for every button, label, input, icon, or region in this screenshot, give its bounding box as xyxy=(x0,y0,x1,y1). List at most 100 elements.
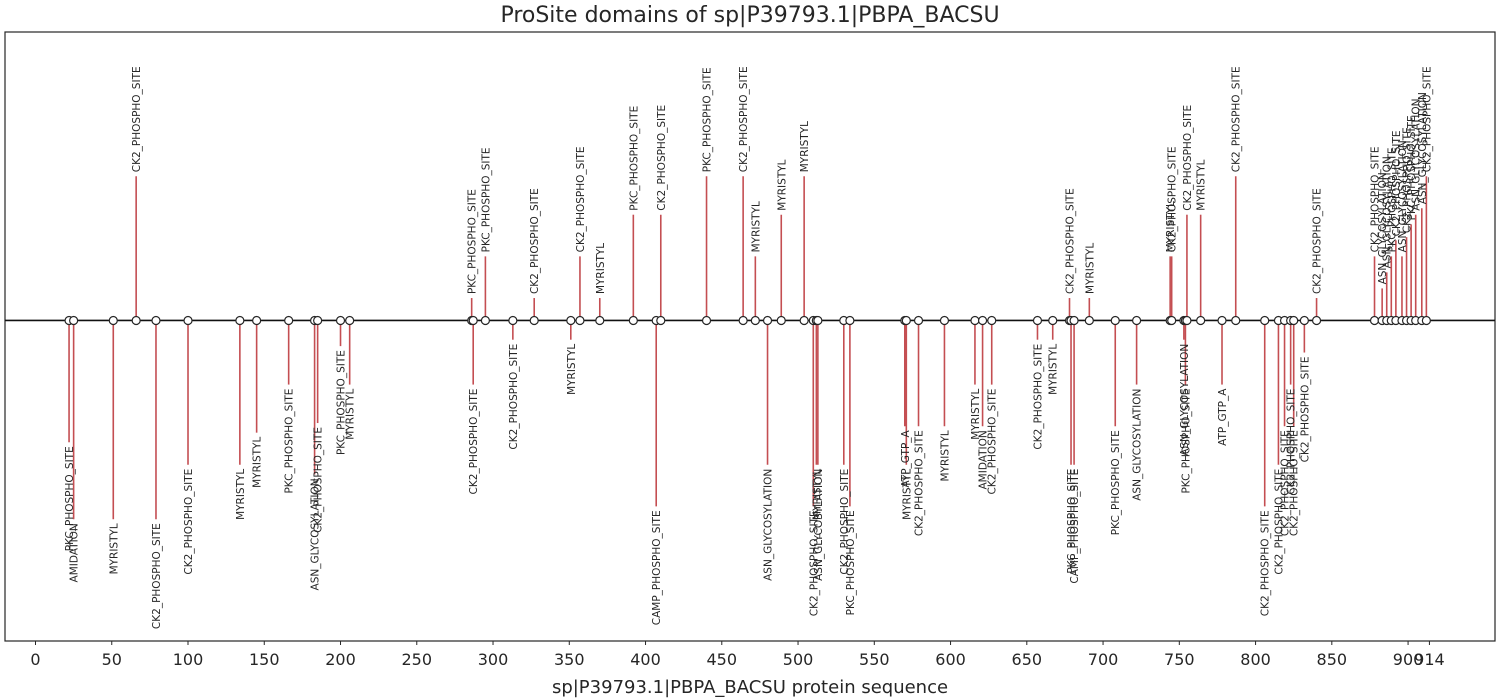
x-tick-label-19: 914 xyxy=(1414,650,1445,669)
feature-label-4: CK2_PHOSPHO_SITE xyxy=(151,523,163,629)
feature-marker-26 xyxy=(750,315,760,326)
feature-label-30: CK2_PHOSPHO_SITE xyxy=(808,510,820,616)
feature-label-62: CK2_PHOSPHO_SITE xyxy=(1289,430,1301,536)
x-tick-label-11: 550 xyxy=(859,650,890,669)
feature-label-44: CK2_PHOSPHO_SITE xyxy=(1065,188,1077,294)
feature-label-34: PKC_PHOSPHO_SITE xyxy=(845,510,857,615)
feature-marker-48 xyxy=(1110,315,1120,326)
feature-marker-46 xyxy=(1069,315,1079,326)
feature-label-49: ASN_GLYCOSYLATION xyxy=(1132,389,1144,501)
feature-label-0: PKC_PHOSPHO_SITE xyxy=(64,446,76,551)
feature-marker-8 xyxy=(284,315,294,326)
feature-label-57: CK2_PHOSPHO_SITE xyxy=(1231,66,1243,172)
feature-label-18: MYRISTYL xyxy=(566,344,578,395)
feature-marker-51 xyxy=(1167,315,1177,326)
feature-label-52: ASN_GLYCOSYLATION xyxy=(1179,344,1191,456)
feature-marker-40 xyxy=(977,315,988,326)
x-tick-label-6: 300 xyxy=(478,650,509,669)
feature-marker-41 xyxy=(987,315,997,326)
feature-label-69: CK2_PHOSPHO_SITE xyxy=(1391,130,1403,236)
x-tick-label-5: 250 xyxy=(401,650,432,669)
feature-label-47: MYRISTYL xyxy=(1084,243,1096,294)
feature-marker-7 xyxy=(252,315,262,326)
feature-label-32: ASN_GLYCOSYLATION xyxy=(813,469,825,581)
x-tick-label-10: 500 xyxy=(783,650,814,669)
feature-label-2: MYRISTYL xyxy=(108,523,120,574)
feature-marker-21 xyxy=(628,315,638,326)
x-tick-label-2: 100 xyxy=(173,650,204,669)
feature-marker-16 xyxy=(508,315,518,326)
x-tick-label-18: 900 xyxy=(1393,650,1424,669)
feature-label-11: PKC_PHOSPHO_SITE xyxy=(336,350,348,455)
feature-label-66: ASN_GLYCOSYLATION xyxy=(1377,172,1389,284)
feature-label-36: MYRISTYL xyxy=(901,469,913,520)
feature-label-46: CAMP_PHOSPHO_SITE xyxy=(1069,469,1081,584)
feature-marker-10 xyxy=(313,315,323,326)
feature-marker-20 xyxy=(595,315,605,326)
feature-label-8: PKC_PHOSPHO_SITE xyxy=(284,389,296,494)
x-tick-label-4: 200 xyxy=(325,650,356,669)
feature-label-17: CK2_PHOSPHO_SITE xyxy=(529,188,541,294)
feature-marker-11 xyxy=(335,315,346,326)
feature-label-40: AMIDATION xyxy=(978,430,990,489)
feature-label-12: MYRISTYL xyxy=(345,388,357,439)
feature-label-71: CK2_PHOSPHO_SITE xyxy=(1402,127,1414,233)
feature-label-20: MYRISTYL xyxy=(595,243,607,294)
feature-marker-55 xyxy=(1196,315,1206,326)
feature-marker-19 xyxy=(575,315,585,326)
feature-label-38: MYRISTYL xyxy=(939,430,951,481)
feature-label-39: MYRISTYL xyxy=(970,388,982,439)
feature-marker-3 xyxy=(131,315,141,326)
feature-label-56: ATP_GTP_A xyxy=(1217,388,1229,446)
feature-marker-29 xyxy=(799,315,809,326)
x-axis-label: sp|P39793.1|PBPA_BACSU protein sequence xyxy=(552,677,948,698)
feature-marker-2 xyxy=(108,315,118,326)
feature-label-25: CK2_PHOSPHO_SITE xyxy=(738,66,750,172)
feature-marker-62 xyxy=(1289,315,1299,326)
feature-label-70: ASN_GLYCOSYLATION xyxy=(1397,140,1409,252)
feature-marker-65 xyxy=(1369,315,1380,326)
feature-label-60: CK2_PHOSPHO_SITE xyxy=(1280,430,1292,536)
markers-layer xyxy=(64,315,1431,326)
feature-marker-17 xyxy=(529,315,539,326)
feature-marker-56 xyxy=(1217,315,1227,326)
x-tick-label-8: 400 xyxy=(630,650,661,669)
x-tick-label-1: 50 xyxy=(102,650,122,669)
feature-label-24: PKC_PHOSPHO_SITE xyxy=(702,67,714,172)
feature-label-31: MYRISTYL xyxy=(811,469,823,520)
feature-marker-5 xyxy=(183,315,193,326)
x-tick-label-12: 600 xyxy=(935,650,966,669)
feature-marker-14 xyxy=(468,315,478,326)
feature-marker-6 xyxy=(235,315,245,326)
feature-label-54: CK2_PHOSPHO_SITE xyxy=(1182,105,1194,211)
feature-label-74: ASN_GLYCOSYLATION xyxy=(1417,92,1429,204)
feature-label-41: CK2_PHOSPHO_SITE xyxy=(987,389,999,495)
feature-label-29: MYRISTYL xyxy=(799,121,811,172)
feature-marker-18 xyxy=(566,315,576,326)
feature-label-21: PKC_PHOSPHO_SITE xyxy=(628,106,640,211)
feature-label-59: CK2_PHOSPHO_SITE xyxy=(1273,469,1285,575)
feature-label-16: CK2_PHOSPHO_SITE xyxy=(508,344,520,450)
feature-marker-12 xyxy=(345,315,355,326)
feature-marker-38 xyxy=(939,315,950,326)
feature-label-73: ASN_GLYCOSYLATION xyxy=(1411,99,1423,211)
feature-label-22: CAMP_PHOSPHO_SITE xyxy=(651,510,663,625)
x-tick-label-3: 150 xyxy=(249,650,280,669)
feature-marker-43 xyxy=(1048,315,1058,326)
feature-label-67: ASN_GLYCOSYLATION xyxy=(1382,156,1394,268)
x-axis-ticks: 0 50 100 150 200 250 300 350 400 450 500 550 600 650 7… xyxy=(30,641,1445,669)
feature-label-37: CK2_PHOSPHO_SITE xyxy=(914,430,926,536)
feature-label-10: CK2_PHOSPHO_SITE xyxy=(313,427,325,533)
feature-label-19: CK2_PHOSPHO_SITE xyxy=(575,147,587,253)
feature-marker-15 xyxy=(480,315,490,326)
feature-label-43: MYRISTYL xyxy=(1048,344,1060,395)
x-tick-label-9: 450 xyxy=(707,650,738,669)
feature-label-45: PKC_PHOSPHO_SITE xyxy=(1066,469,1078,574)
stems-layer xyxy=(68,176,1428,520)
chart-title: ProSite domains of sp|P39793.1|PBPA_BACS… xyxy=(500,3,999,28)
feature-marker-49 xyxy=(1132,315,1142,326)
feature-label-42: CK2_PHOSPHO_SITE xyxy=(1032,344,1044,450)
feature-label-68: PKC_PHOSPHO_SITE xyxy=(1386,147,1398,252)
feature-label-72: PKC_PHOSPHO_SITE xyxy=(1406,115,1418,220)
